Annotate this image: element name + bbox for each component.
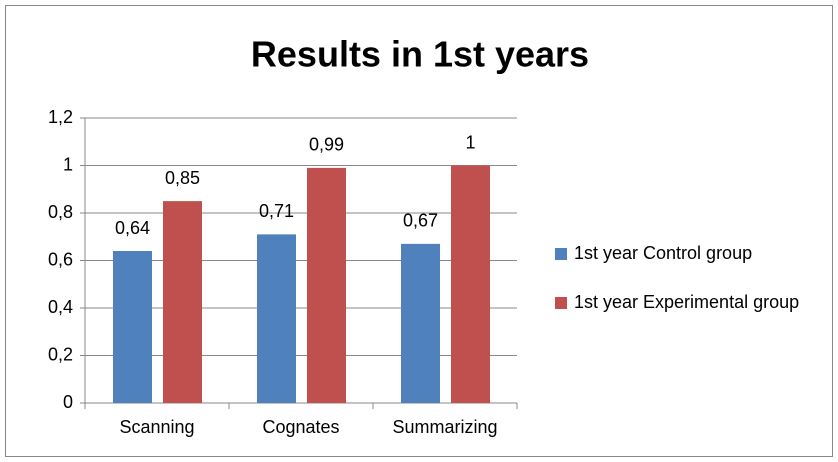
y-tick-label: 0 — [63, 392, 73, 412]
legend-label: 1st year Experimental group — [574, 292, 800, 312]
bar — [307, 167, 346, 403]
y-tick-label: 1,2 — [48, 107, 73, 127]
data-label: 0,85 — [165, 168, 200, 188]
x-tick-label: Cognates — [262, 417, 339, 437]
y-tick-label: 1 — [63, 154, 73, 174]
x-tick-label: Summarizing — [392, 417, 497, 437]
legend-swatch — [555, 248, 567, 260]
data-label: 0,71 — [259, 201, 294, 221]
y-tick-label: 0,4 — [48, 297, 73, 317]
bar — [113, 251, 152, 403]
legend-item: 1st year Experimental group — [555, 289, 825, 316]
legend-label: 1st year Control group — [574, 243, 753, 263]
bar — [163, 201, 202, 403]
y-tick-label: 0,6 — [48, 249, 73, 269]
legend-swatch — [555, 297, 567, 309]
chart-title: Results in 1st years — [251, 34, 589, 75]
x-tick-label: Scanning — [119, 417, 194, 437]
data-label: 0,67 — [403, 211, 438, 231]
legend: 1st year Control group 1st year Experimen… — [555, 240, 825, 338]
data-label: 0,64 — [115, 218, 150, 238]
y-tick-label: 0,2 — [48, 344, 73, 364]
data-label: 1 — [465, 132, 475, 152]
bar — [401, 243, 440, 403]
legend-item: 1st year Control group — [555, 240, 825, 267]
bar — [451, 165, 490, 403]
data-label: 0,99 — [309, 135, 344, 155]
bar — [257, 234, 296, 403]
y-tick-label: 0,8 — [48, 202, 73, 222]
